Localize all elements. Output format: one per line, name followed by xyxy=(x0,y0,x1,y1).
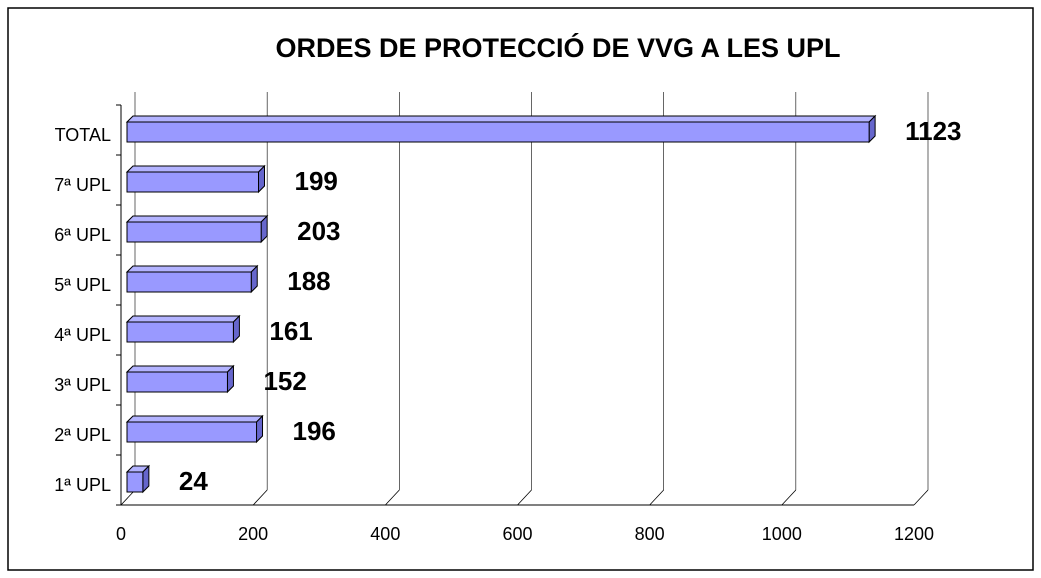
value-label: 161 xyxy=(269,316,312,346)
chart-title: ORDES DE PROTECCIÓ DE VVG A LES UPL xyxy=(275,32,840,63)
value-label: 196 xyxy=(293,416,336,446)
grid-floor-line xyxy=(649,489,664,506)
bar-top xyxy=(125,265,259,273)
y-tick-label: TOTAL xyxy=(55,125,111,145)
bar xyxy=(126,371,228,393)
bar-top xyxy=(125,415,264,423)
x-tick-label: 800 xyxy=(635,524,665,544)
bar xyxy=(126,321,234,343)
bar-top xyxy=(125,165,266,173)
value-label: 152 xyxy=(263,366,306,396)
bar xyxy=(126,171,260,193)
bar-top xyxy=(125,365,235,373)
bar xyxy=(126,271,252,293)
bar-top xyxy=(125,115,877,123)
y-tick-label: 7ª UPL xyxy=(54,175,111,195)
grid-floor-line xyxy=(781,489,797,506)
x-tick-label: 400 xyxy=(370,524,400,544)
y-tick-label: 3ª UPL xyxy=(54,375,111,395)
x-tick-label: 1200 xyxy=(894,524,934,544)
grid-floor-line xyxy=(913,489,929,506)
value-label: 24 xyxy=(179,466,208,496)
bar xyxy=(126,421,258,443)
x-tick-label: 600 xyxy=(502,524,532,544)
y-tick-label: 2ª UPL xyxy=(54,425,111,445)
grid-floor-line xyxy=(385,489,400,506)
value-label: 203 xyxy=(297,216,340,246)
y-tick-label: 4ª UPL xyxy=(54,325,111,345)
value-label: 199 xyxy=(295,166,338,196)
bar-top xyxy=(125,315,241,323)
grid-floor-line xyxy=(517,489,532,506)
y-tick-label: 6ª UPL xyxy=(54,225,111,245)
bar xyxy=(126,471,144,493)
x-tick-label: 0 xyxy=(116,524,126,544)
y-tick-label: 1ª UPL xyxy=(54,475,111,495)
value-label: 1123 xyxy=(905,116,961,146)
x-tick-label: 1000 xyxy=(762,524,802,544)
y-tick-label: 5ª UPL xyxy=(54,275,111,295)
bar xyxy=(126,221,262,243)
x-tick-label: 200 xyxy=(238,524,268,544)
bar-top xyxy=(125,215,269,223)
value-label: 188 xyxy=(287,266,330,296)
grid-floor-line xyxy=(252,489,268,506)
bar xyxy=(126,121,870,143)
